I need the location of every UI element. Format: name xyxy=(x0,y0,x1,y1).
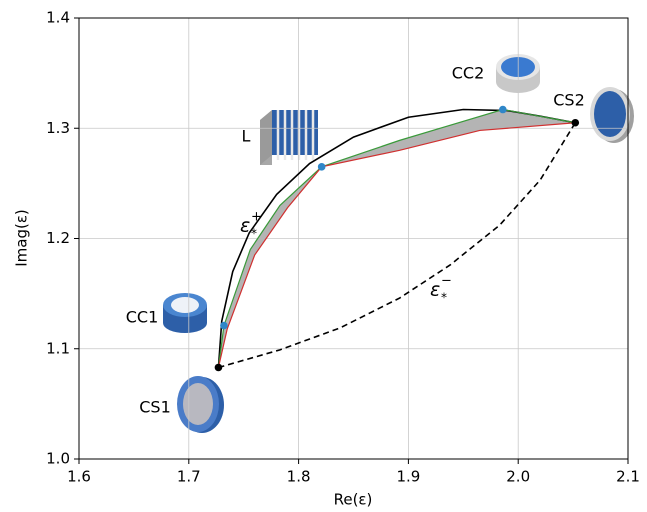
point xyxy=(317,163,326,171)
y-tick-label: 1.1 xyxy=(46,339,70,357)
icon-cc1 xyxy=(163,293,207,333)
x-tick-label: 1.7 xyxy=(177,468,201,486)
x-tick-label: 1.8 xyxy=(287,468,311,486)
point xyxy=(214,363,223,372)
icon-cs1 xyxy=(177,376,224,433)
curve xyxy=(218,122,576,369)
x-tick-label: 1.6 xyxy=(67,468,91,486)
x-tick-label: 1.9 xyxy=(396,468,420,486)
x-tick-label: 2.1 xyxy=(616,468,640,486)
icon-l xyxy=(260,110,318,165)
point-label: CS2 xyxy=(553,91,585,110)
x-tick-label: 2.0 xyxy=(506,468,530,486)
y-tick-label: 1.4 xyxy=(46,9,70,27)
y-axis-label: Imag(ε) xyxy=(13,209,31,267)
annotation-sup: + xyxy=(251,210,262,225)
point-label: L xyxy=(242,127,251,146)
annotation: ε xyxy=(240,215,250,237)
point-label: CS1 xyxy=(139,398,171,417)
point xyxy=(220,321,228,330)
point xyxy=(571,118,580,127)
annotation-sub: * xyxy=(441,291,447,305)
y-tick-label: 1.3 xyxy=(46,119,70,137)
plot-frame xyxy=(78,17,629,460)
y-tick-label: 1.2 xyxy=(46,229,70,247)
y-tick-label: 1.0 xyxy=(46,450,70,468)
icon-cs2 xyxy=(590,87,634,143)
annotation-sub: * xyxy=(251,227,257,241)
curve xyxy=(217,108,576,368)
curve xyxy=(217,122,576,368)
point-label: CC2 xyxy=(452,64,485,83)
point-label: CC1 xyxy=(126,308,159,327)
x-axis-label: Re(ε) xyxy=(334,491,373,509)
point xyxy=(499,105,507,114)
annotation-sup: − xyxy=(441,274,452,289)
annotation: ε xyxy=(430,279,440,301)
